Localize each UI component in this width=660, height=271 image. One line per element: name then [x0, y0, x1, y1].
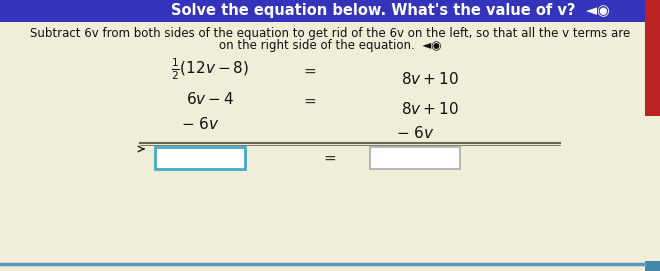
Text: =: =: [304, 63, 316, 79]
Text: Solve the equation below. What's the value of v?  ◄◉: Solve the equation below. What's the val…: [171, 4, 609, 18]
FancyBboxPatch shape: [645, 261, 660, 271]
Text: =: =: [323, 150, 337, 166]
Text: =: =: [304, 93, 316, 108]
FancyBboxPatch shape: [370, 147, 460, 169]
Text: $-\ 6v$: $-\ 6v$: [396, 125, 434, 141]
Text: on the right side of the equation.  ◄◉: on the right side of the equation. ◄◉: [218, 38, 442, 51]
Text: $8v+10$: $8v+10$: [401, 71, 459, 87]
FancyBboxPatch shape: [645, 0, 660, 116]
FancyBboxPatch shape: [0, 0, 655, 22]
FancyBboxPatch shape: [155, 147, 245, 169]
Text: $8v+10$: $8v+10$: [401, 101, 459, 117]
Text: $\frac{1}{2}(12v-8)$: $\frac{1}{2}(12v-8)$: [171, 56, 249, 82]
Text: $6v-4$: $6v-4$: [186, 91, 234, 107]
Text: Subtract 6v from both sides of the equation to get rid of the 6v on the left, so: Subtract 6v from both sides of the equat…: [30, 27, 630, 40]
Text: $-\ 6v$: $-\ 6v$: [181, 116, 219, 132]
